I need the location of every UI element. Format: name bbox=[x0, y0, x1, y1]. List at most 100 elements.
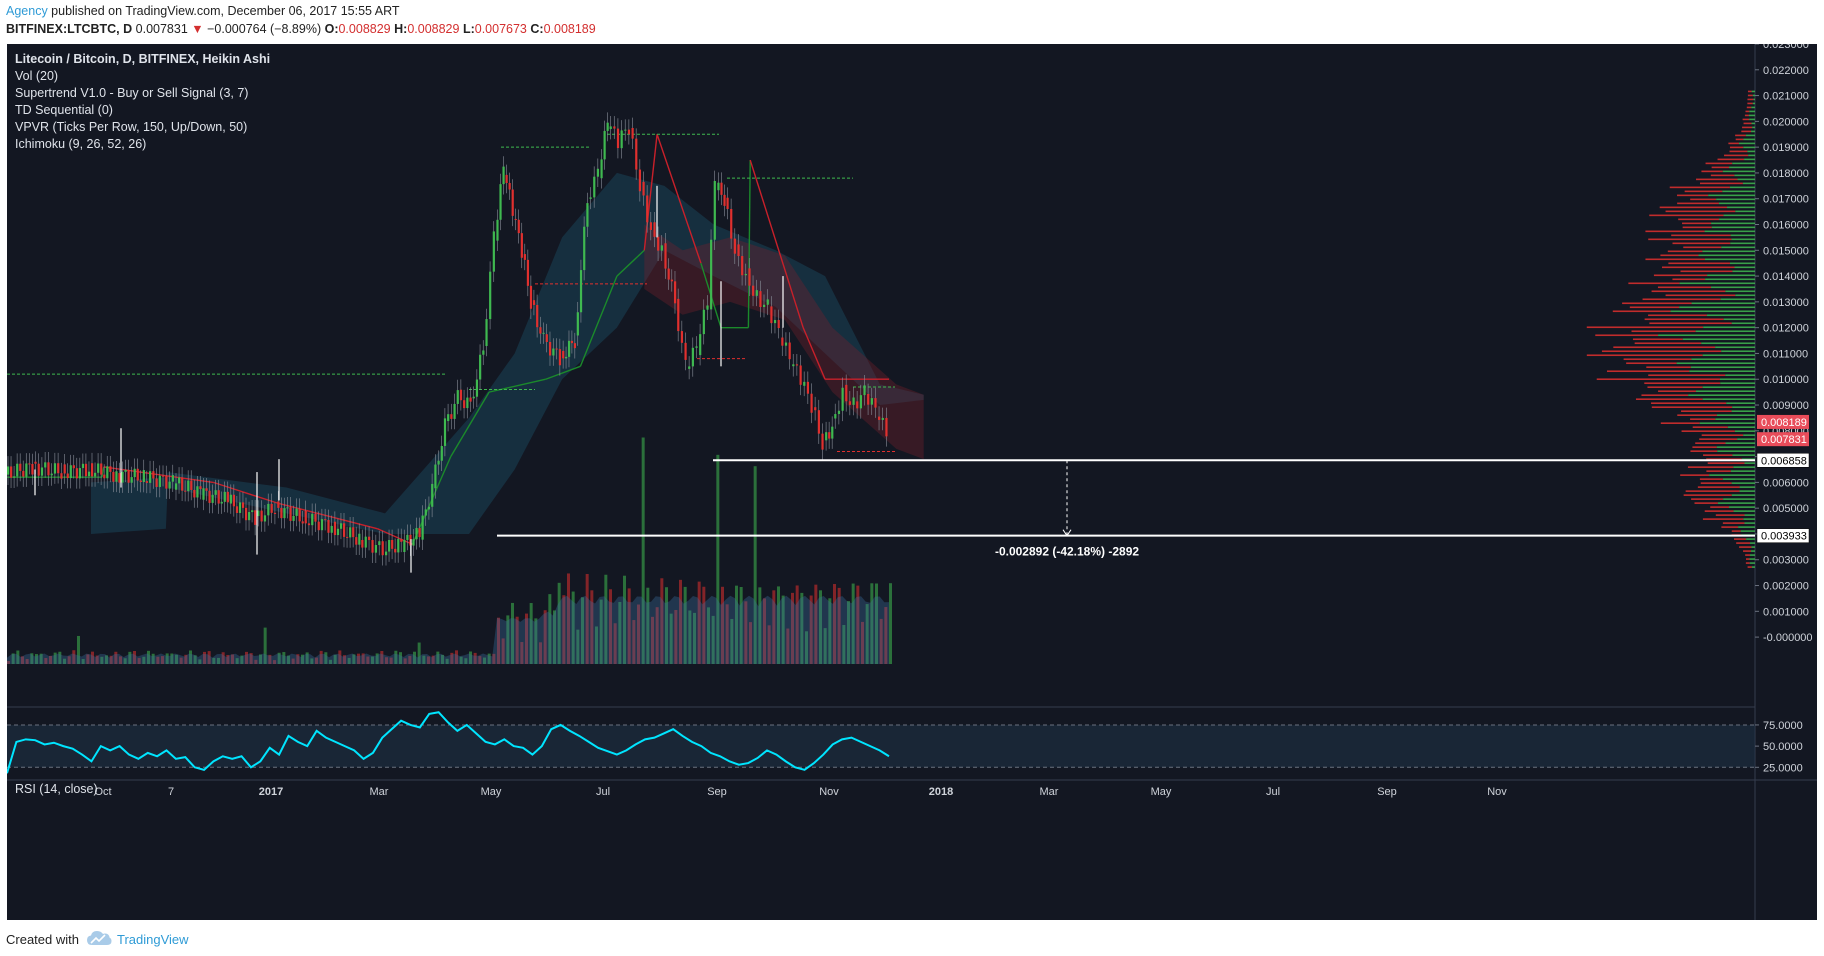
volume-bar bbox=[380, 650, 384, 664]
volume-bar bbox=[525, 613, 528, 664]
volume-bar bbox=[805, 631, 808, 664]
vpvr-bar-down bbox=[1710, 506, 1729, 508]
price-badge bbox=[1756, 528, 1810, 543]
vpvr-bar-up bbox=[1752, 102, 1755, 105]
candle-body bbox=[781, 337, 784, 346]
tradingview-cloud-icon[interactable] bbox=[86, 929, 112, 947]
low-value: 0.007673 bbox=[474, 22, 527, 36]
tradingview-link[interactable]: TradingView bbox=[117, 932, 189, 947]
chart-canvas[interactable]: 0.023000 0.022000 0.021000 0.020000 0.019000… bbox=[7, 44, 1817, 920]
vpvr-bar-down bbox=[1649, 322, 1732, 325]
volume-bar bbox=[161, 656, 164, 664]
candle-body bbox=[47, 462, 50, 476]
candle-body bbox=[301, 521, 304, 524]
candle-body bbox=[447, 414, 450, 422]
candle-body bbox=[773, 319, 777, 324]
vpvr-bar-down bbox=[1657, 286, 1711, 289]
candle-body bbox=[31, 464, 34, 475]
vpvr-bar-down bbox=[1665, 210, 1736, 213]
price-badge-label: 0.008189 bbox=[1761, 417, 1807, 429]
volume-bar bbox=[310, 658, 314, 664]
vpvr-bar-down bbox=[1735, 138, 1744, 141]
legend-rsi: RSI (14, close) bbox=[15, 782, 98, 796]
volume-bar bbox=[77, 635, 80, 664]
candle-body bbox=[100, 463, 103, 475]
vpvr-bar-down bbox=[1703, 454, 1733, 456]
supertrend-segment bbox=[213, 481, 278, 504]
vpvr-bar-up bbox=[1744, 514, 1755, 516]
vpvr-bar-down bbox=[1699, 438, 1738, 440]
candle-body bbox=[720, 182, 723, 195]
candle-body bbox=[635, 138, 638, 170]
author-link[interactable]: Agency bbox=[6, 4, 48, 18]
candle-body bbox=[456, 390, 459, 404]
vpvr-bar-up bbox=[1748, 114, 1755, 117]
y-tick-label: 0.020000 bbox=[1763, 116, 1809, 128]
vpvr-bar-up bbox=[1720, 382, 1755, 385]
candle-body bbox=[545, 334, 548, 343]
vpvr-bar-up bbox=[1721, 246, 1755, 249]
candle-body bbox=[311, 513, 314, 526]
candle-body bbox=[482, 350, 485, 355]
volume-bar bbox=[711, 615, 715, 664]
supertrend-segment bbox=[103, 466, 214, 484]
chart-area[interactable]: 0.023000 0.022000 0.021000 0.020000 0.019000… bbox=[7, 44, 1817, 920]
candle-body bbox=[837, 410, 841, 415]
candle-body bbox=[642, 181, 645, 196]
candle-body bbox=[103, 474, 106, 479]
legend-volume: Vol (20) bbox=[15, 69, 59, 83]
volume-bar bbox=[63, 658, 66, 664]
candle-body bbox=[355, 537, 358, 545]
vpvr-bar-up bbox=[1753, 98, 1755, 101]
volume-bar bbox=[599, 599, 603, 664]
candle-body bbox=[817, 410, 820, 434]
volume-bar bbox=[179, 657, 183, 664]
volume-bar bbox=[133, 650, 136, 664]
candle-body bbox=[741, 256, 744, 276]
vpvr-bar-down bbox=[1586, 326, 1704, 329]
x-tick-label: May bbox=[1151, 786, 1172, 798]
vpvr-bar-up bbox=[1730, 234, 1755, 237]
volume-bar bbox=[282, 652, 286, 664]
vpvr-bar-down bbox=[1677, 202, 1719, 205]
volume-bar bbox=[473, 652, 477, 664]
vpvr-bar-down bbox=[1729, 150, 1748, 153]
volume-bar bbox=[329, 659, 332, 664]
volume-bar bbox=[534, 618, 538, 664]
volume-bar bbox=[842, 624, 846, 664]
vpvr-bar-up bbox=[1740, 530, 1755, 532]
volume-bar bbox=[515, 616, 519, 664]
candle-body bbox=[283, 508, 286, 519]
candle-body bbox=[856, 401, 859, 409]
y-tick-label: 0.010000 bbox=[1763, 374, 1809, 386]
candle-body bbox=[431, 483, 434, 507]
candle-body bbox=[118, 473, 121, 483]
candle-body bbox=[63, 464, 66, 474]
volume-bar bbox=[352, 654, 356, 664]
open-label: O: bbox=[324, 22, 339, 36]
candle-body bbox=[330, 525, 333, 533]
vpvr-bar-down bbox=[1702, 518, 1744, 520]
vpvr-bar-up bbox=[1716, 414, 1755, 416]
candle-body bbox=[190, 480, 193, 490]
last-price: 0.007831 bbox=[135, 22, 188, 36]
vpvr-bar-up bbox=[1691, 302, 1755, 305]
candle-body bbox=[646, 195, 649, 223]
volume-bar bbox=[399, 652, 402, 664]
candle-body bbox=[162, 475, 165, 477]
candle-body bbox=[653, 222, 656, 237]
vpvr-bar-up bbox=[1676, 362, 1755, 365]
rsi-band bbox=[7, 724, 1755, 768]
candle-body bbox=[424, 509, 427, 516]
volume-bar bbox=[814, 584, 818, 664]
candle-body bbox=[44, 462, 47, 468]
volume-bar bbox=[445, 658, 449, 664]
vpvr-bar-down bbox=[1742, 118, 1750, 121]
vpvr-bar-up bbox=[1751, 546, 1755, 548]
y-tick-label: -0.000000 bbox=[1763, 632, 1813, 644]
candle-body bbox=[208, 490, 211, 503]
vpvr-bar-down bbox=[1745, 110, 1750, 113]
vpvr-bar-up bbox=[1723, 498, 1755, 500]
volume-bar bbox=[777, 586, 780, 664]
vpvr-bar-down bbox=[1690, 198, 1717, 201]
